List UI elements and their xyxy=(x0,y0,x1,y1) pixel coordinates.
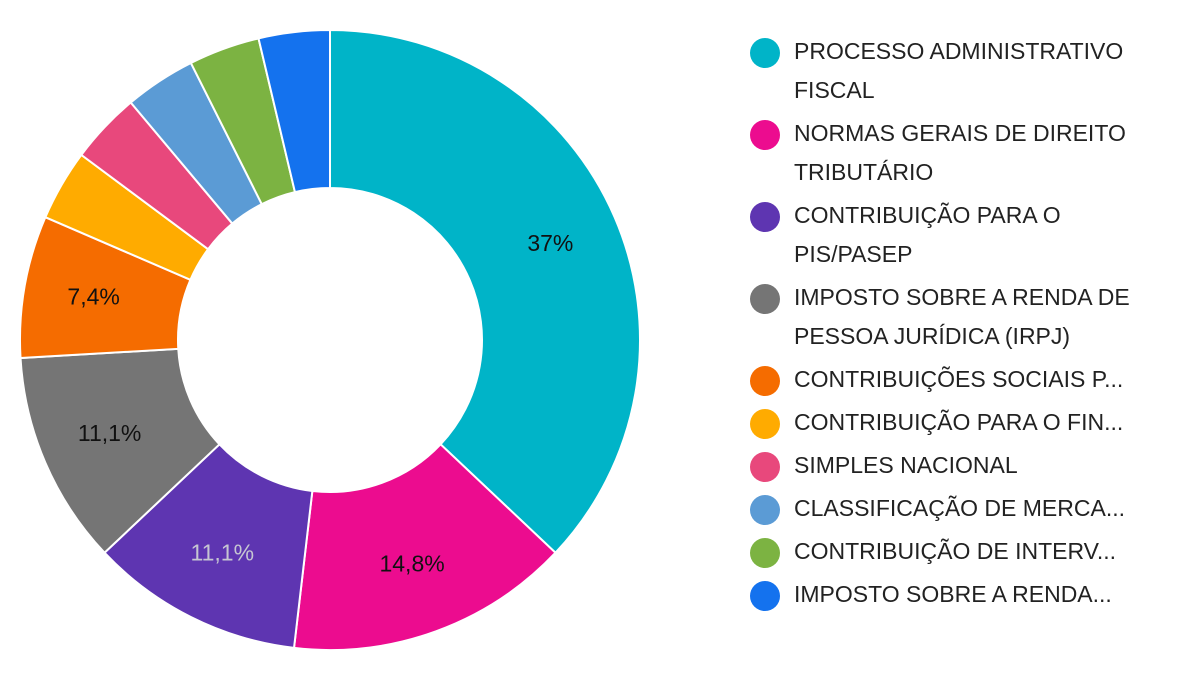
slice-data-label: 14,8% xyxy=(379,551,444,577)
legend-label: IMPOSTO SOBRE A RENDA... xyxy=(794,581,1112,607)
legend-label: CONTRIBUIÇÕES SOCIAIS P... xyxy=(794,366,1124,392)
donut-chart: 37% 14,8% 11,1% 11,1% 7,4% xyxy=(19,28,641,651)
legend-item: CONTRIBUIÇÃO PARA O PIS/PASEP xyxy=(750,200,1190,274)
legend-swatch-icon xyxy=(750,284,780,314)
donut-slice xyxy=(329,28,641,555)
legend-item: IMPOSTO SOBRE A RENDA... xyxy=(750,579,1190,614)
slice-data-label: 37% xyxy=(527,230,573,256)
legend-item: CONTRIBUIÇÃO PARA O FIN... xyxy=(750,407,1190,442)
legend-label: CONTRIBUIÇÃO PARA O PIS/PASEP xyxy=(794,202,1061,267)
donut-slice xyxy=(257,28,331,194)
legend-label: CONTRIBUIÇÃO DE INTERV... xyxy=(794,538,1117,564)
legend-label: IMPOSTO SOBRE A RENDA DE PESSOA JURÍDICA… xyxy=(794,284,1130,349)
legend-item: NORMAS GERAIS DE DIREITO TRIBUTÁRIO xyxy=(750,118,1190,192)
legend-item: PROCESSO ADMINISTRATIVO FISCAL xyxy=(750,36,1190,110)
legend-label: CLASSIFICAÇÃO DE MERCA... xyxy=(794,495,1126,521)
legend-item: CONTRIBUIÇÕES SOCIAIS P... xyxy=(750,364,1190,399)
legend-item: IMPOSTO SOBRE A RENDA DE PESSOA JURÍDICA… xyxy=(750,282,1190,356)
legend-swatch-icon xyxy=(750,38,780,68)
legend-swatch-icon xyxy=(750,452,780,482)
legend-swatch-icon xyxy=(750,495,780,525)
legend-label: CONTRIBUIÇÃO PARA O FIN... xyxy=(794,409,1124,435)
legend-swatch-icon xyxy=(750,538,780,568)
slice-data-label: 11,1% xyxy=(78,420,142,446)
legend-swatch-icon xyxy=(750,581,780,611)
legend-swatch-icon xyxy=(750,409,780,439)
legend-label: NORMAS GERAIS DE DIREITO TRIBUTÁRIO xyxy=(794,120,1126,185)
chart-legend: PROCESSO ADMINISTRATIVO FISCAL NORMAS GER… xyxy=(750,36,1190,622)
slice-data-label: 11,1% xyxy=(191,540,255,566)
donut-slice xyxy=(292,442,557,651)
legend-swatch-icon xyxy=(750,120,780,150)
slice-data-label: 7,4% xyxy=(67,283,119,309)
donut-chart-svg: 37% 14,8% 11,1% 11,1% 7,4% xyxy=(19,28,641,651)
legend-swatch-icon xyxy=(750,202,780,232)
legend-item: SIMPLES NACIONAL xyxy=(750,450,1190,485)
legend-item: CLASSIFICAÇÃO DE MERCA... xyxy=(750,493,1190,528)
legend-label: PROCESSO ADMINISTRATIVO FISCAL xyxy=(794,38,1124,103)
legend-label: SIMPLES NACIONAL xyxy=(794,452,1018,478)
legend-item: CONTRIBUIÇÃO DE INTERV... xyxy=(750,536,1190,571)
legend-swatch-icon xyxy=(750,366,780,396)
